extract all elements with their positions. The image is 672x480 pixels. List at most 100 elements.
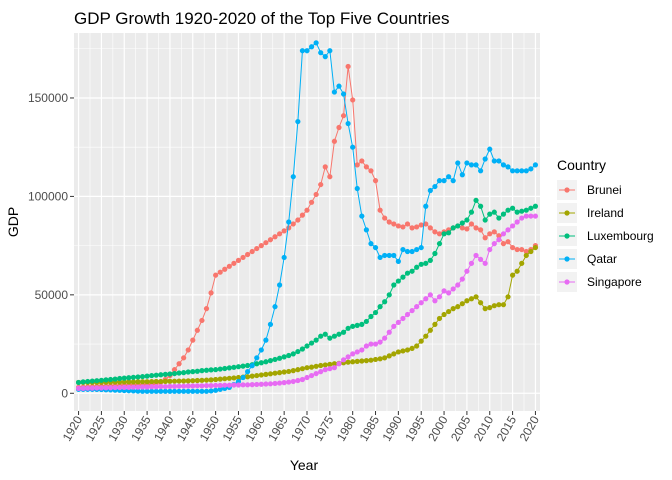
data-point-brunei <box>482 235 488 241</box>
data-point-luxembourg <box>418 261 424 267</box>
data-point-singapore <box>222 382 228 388</box>
data-point-qatar <box>478 168 484 174</box>
data-point-ireland <box>281 369 287 375</box>
data-point-qatar <box>185 388 191 394</box>
data-point-singapore <box>149 384 155 390</box>
data-point-luxembourg <box>487 211 493 217</box>
data-point-luxembourg <box>500 211 507 217</box>
data-point-qatar <box>135 388 141 394</box>
data-point-luxembourg <box>245 362 251 369</box>
data-point-qatar <box>322 54 328 60</box>
data-point-luxembourg <box>94 378 100 384</box>
data-point-qatar <box>468 162 475 168</box>
data-point-qatar <box>263 337 269 343</box>
data-point-brunei <box>290 221 296 227</box>
data-point-singapore <box>263 381 269 387</box>
data-point-brunei <box>473 225 479 231</box>
data-point-brunei <box>249 248 255 255</box>
data-point-luxembourg <box>213 367 219 373</box>
data-point-luxembourg <box>377 304 383 310</box>
data-point-luxembourg <box>272 356 278 363</box>
data-point-luxembourg <box>181 370 187 376</box>
data-point-brunei <box>308 199 315 205</box>
data-point-qatar <box>473 162 479 168</box>
data-point-singapore <box>372 341 379 347</box>
data-point-luxembourg <box>386 292 392 298</box>
data-point-qatar <box>340 91 347 97</box>
data-point-luxembourg <box>313 337 319 343</box>
data-point-ireland <box>295 367 301 373</box>
data-point-ireland <box>468 296 475 302</box>
data-point-brunei <box>267 237 274 243</box>
data-point-luxembourg <box>523 207 529 213</box>
data-point-luxembourg <box>194 368 200 374</box>
data-point-ireland <box>185 378 191 384</box>
data-point-ireland <box>523 252 529 259</box>
data-point-brunei <box>404 221 411 227</box>
data-point-singapore <box>400 315 406 322</box>
data-point-ireland <box>331 361 338 367</box>
data-point-ireland <box>414 343 420 349</box>
data-point-singapore <box>139 384 146 390</box>
data-point-ireland <box>308 364 315 370</box>
data-point-brunei <box>295 217 301 223</box>
legend-key-point <box>564 187 570 193</box>
data-point-ireland <box>418 338 424 344</box>
data-point-singapore <box>295 377 301 384</box>
data-point-brunei <box>350 97 356 103</box>
data-point-ireland <box>395 349 401 355</box>
data-point-luxembourg <box>103 377 109 383</box>
data-point-ireland <box>130 379 136 385</box>
data-point-ireland <box>464 298 470 304</box>
data-point-ireland <box>121 379 127 385</box>
data-point-brunei <box>286 225 292 231</box>
data-point-luxembourg <box>409 268 415 274</box>
data-point-luxembourg <box>167 371 173 377</box>
data-point-ireland <box>363 358 369 364</box>
data-point-singapore <box>135 384 141 390</box>
data-point-brunei <box>276 231 283 237</box>
data-point-qatar <box>418 244 424 251</box>
data-point-qatar <box>414 246 420 253</box>
data-point-brunei <box>217 269 223 275</box>
data-point-ireland <box>139 379 146 385</box>
legend-item-singapore: Singapore <box>557 272 642 292</box>
data-point-qatar <box>487 146 493 152</box>
data-point-ireland <box>500 302 507 308</box>
data-point-singapore <box>496 237 502 243</box>
data-point-qatar <box>400 246 406 253</box>
data-point-ireland <box>459 301 465 307</box>
data-point-ireland <box>359 358 365 364</box>
data-point-qatar <box>286 219 292 225</box>
data-point-ireland <box>400 348 406 354</box>
data-point-singapore <box>240 382 246 388</box>
data-point-luxembourg <box>222 365 228 372</box>
data-point-singapore <box>414 304 420 310</box>
data-point-luxembourg <box>139 373 146 380</box>
data-point-qatar <box>377 254 383 261</box>
data-point-brunei <box>423 221 429 227</box>
data-point-ireland <box>528 248 534 255</box>
data-point-brunei <box>263 240 269 246</box>
data-point-ireland <box>276 370 283 376</box>
data-point-qatar <box>203 388 210 394</box>
data-point-singapore <box>427 292 433 298</box>
legend-key-point <box>564 233 570 239</box>
data-point-luxembourg <box>519 208 525 214</box>
data-point-singapore <box>528 213 534 219</box>
y-tick-label: 50000 <box>35 288 69 302</box>
y-tick-label: 150000 <box>28 91 68 105</box>
data-point-singapore <box>75 385 82 391</box>
data-point-singapore <box>107 385 114 391</box>
data-point-qatar <box>505 164 511 170</box>
data-point-luxembourg <box>400 274 406 280</box>
data-point-qatar <box>258 347 264 353</box>
data-point-ireland <box>514 268 520 274</box>
data-point-qatar <box>167 388 173 394</box>
data-point-brunei <box>194 327 200 333</box>
data-point-qatar <box>409 248 415 255</box>
data-point-ireland <box>208 377 214 383</box>
legend-item-brunei: Brunei <box>557 180 622 200</box>
data-point-brunei <box>436 231 443 237</box>
data-point-ireland <box>423 333 429 339</box>
